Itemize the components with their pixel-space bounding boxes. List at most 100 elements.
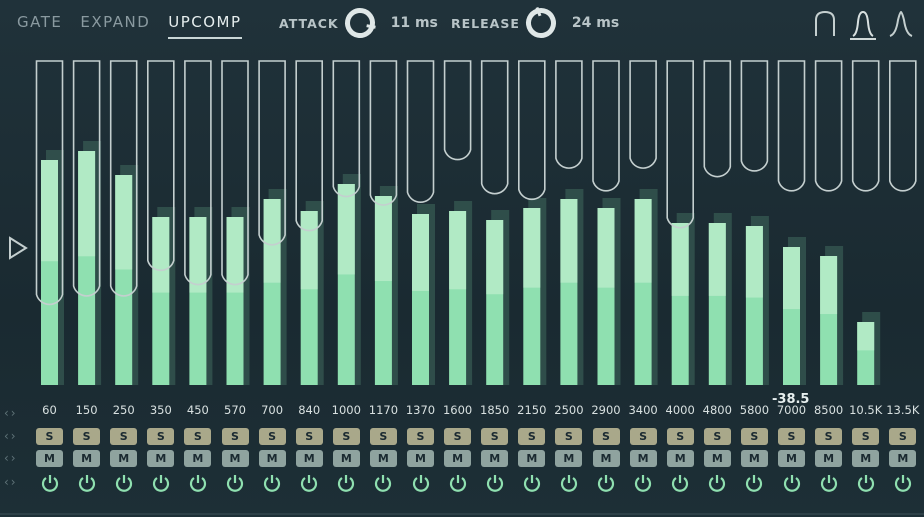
band-threshold-handle-4[interactable] (184, 60, 212, 286)
release-knob[interactable] (521, 3, 561, 43)
band-solo-button[interactable]: S (592, 428, 620, 445)
band-solo-button[interactable]: S (518, 428, 546, 445)
band-mute-button[interactable]: M (629, 450, 657, 467)
band-solo-button[interactable]: S (740, 428, 768, 445)
band-solo-button[interactable]: S (407, 428, 434, 445)
band-power-icon[interactable] (781, 472, 803, 494)
band-power-icon[interactable] (558, 472, 580, 494)
band-threshold-handle-12[interactable] (480, 60, 509, 195)
band-mute-button[interactable]: M (703, 450, 731, 467)
band-threshold-handle-0[interactable] (35, 60, 64, 306)
band-threshold-handle-7[interactable] (295, 60, 323, 232)
band-mute-button[interactable]: M (184, 450, 212, 467)
band-threshold-handle-3[interactable] (147, 60, 175, 272)
band-power-icon[interactable] (855, 472, 877, 494)
band-power-icon[interactable] (261, 472, 283, 494)
band-power-icon[interactable] (372, 472, 394, 494)
band-threshold-handle-16[interactable] (629, 60, 657, 169)
band-threshold-handle-1[interactable] (72, 60, 101, 297)
band-power-icon[interactable] (669, 472, 691, 494)
band-threshold-handle-22[interactable] (851, 60, 880, 192)
band-threshold-handle-5[interactable] (221, 60, 249, 286)
band-threshold-handle-2[interactable] (109, 60, 138, 297)
band-power-icon[interactable] (150, 472, 172, 494)
band-solo-button[interactable]: S (815, 428, 843, 445)
band-mute-button[interactable]: M (518, 450, 546, 467)
band-power-icon[interactable] (76, 472, 98, 494)
band-mute-button[interactable]: M (481, 450, 509, 467)
band-threshold-handle-15[interactable] (592, 60, 620, 192)
band-threshold-handle-23[interactable] (889, 60, 917, 192)
band-solo-button[interactable]: S (778, 428, 805, 445)
band-solo-button[interactable]: S (555, 428, 583, 445)
band-solo-button[interactable]: S (481, 428, 509, 445)
band-mute-button[interactable]: M (778, 450, 805, 467)
band-threshold-handle-18[interactable] (703, 60, 732, 178)
band-power-icon[interactable] (187, 472, 209, 494)
curve-shape-2-icon[interactable] (850, 8, 876, 40)
row-arrows-freq[interactable]: ‹› (4, 406, 18, 420)
tab-expand[interactable]: EXPAND (80, 13, 151, 31)
band-mute-button[interactable]: M (815, 450, 843, 467)
tab-upcomp[interactable]: UPCOMP (168, 13, 242, 39)
band-threshold-handle-10[interactable] (406, 60, 435, 203)
band-mute-button[interactable]: M (407, 450, 434, 467)
band-threshold-handle-19[interactable] (740, 60, 769, 172)
band-mute-button[interactable]: M (889, 450, 917, 467)
band-mute-button[interactable]: M (295, 450, 323, 467)
band-power-icon[interactable] (39, 472, 61, 494)
band-power-icon[interactable] (595, 472, 617, 494)
band-threshold-handle-11[interactable] (443, 60, 472, 161)
band-solo-button[interactable]: S (73, 428, 101, 445)
band-mute-button[interactable]: M (147, 450, 175, 467)
band-mute-button[interactable]: M (73, 450, 101, 467)
band-mute-button[interactable]: M (221, 450, 249, 467)
curve-shape-1-icon[interactable] (812, 8, 838, 38)
play-icon[interactable] (8, 236, 28, 260)
band-solo-button[interactable]: S (221, 428, 249, 445)
band-mute-button[interactable]: M (555, 450, 583, 467)
band-solo-button[interactable]: S (369, 428, 397, 445)
band-threshold-handle-13[interactable] (518, 60, 546, 201)
band-threshold-handle-20[interactable] (777, 60, 806, 192)
band-solo-button[interactable]: S (852, 428, 880, 445)
band-power-icon[interactable] (632, 472, 654, 494)
band-mute-button[interactable]: M (592, 450, 620, 467)
band-solo-button[interactable]: S (703, 428, 731, 445)
row-arrows-power[interactable]: ‹› (4, 475, 18, 489)
band-mute-button[interactable]: M (740, 450, 768, 467)
band-solo-button[interactable]: S (666, 428, 694, 445)
band-solo-button[interactable]: S (295, 428, 323, 445)
band-mute-button[interactable]: M (36, 450, 63, 467)
band-power-icon[interactable] (743, 472, 765, 494)
band-solo-button[interactable]: S (184, 428, 212, 445)
band-power-icon[interactable] (447, 472, 469, 494)
attack-knob[interactable] (342, 5, 377, 41)
band-mute-button[interactable]: M (666, 450, 694, 467)
band-mute-button[interactable]: M (110, 450, 138, 467)
tab-gate[interactable]: GATE (17, 13, 63, 31)
band-power-icon[interactable] (706, 472, 728, 494)
band-power-icon[interactable] (484, 472, 506, 494)
band-threshold-handle-21[interactable] (814, 60, 843, 192)
band-solo-button[interactable]: S (110, 428, 138, 445)
band-solo-button[interactable]: S (332, 428, 360, 445)
band-power-icon[interactable] (224, 472, 246, 494)
band-threshold-handle-17[interactable] (666, 60, 694, 229)
row-arrows-mute[interactable]: ‹› (4, 451, 18, 465)
band-mute-button[interactable]: M (332, 450, 360, 467)
band-mute-button[interactable]: M (369, 450, 397, 467)
band-power-icon[interactable] (521, 472, 543, 494)
band-solo-button[interactable]: S (889, 428, 917, 445)
band-solo-button[interactable]: S (36, 428, 63, 445)
band-solo-button[interactable]: S (629, 428, 657, 445)
band-power-icon[interactable] (298, 472, 320, 494)
row-arrows-solo[interactable]: ‹› (4, 429, 18, 443)
band-threshold-handle-14[interactable] (555, 60, 583, 169)
band-solo-button[interactable]: S (258, 428, 286, 445)
band-power-icon[interactable] (818, 472, 840, 494)
band-mute-button[interactable]: M (258, 450, 286, 467)
band-mute-button[interactable]: M (444, 450, 472, 467)
band-power-icon[interactable] (113, 472, 135, 494)
band-solo-button[interactable]: S (444, 428, 472, 445)
